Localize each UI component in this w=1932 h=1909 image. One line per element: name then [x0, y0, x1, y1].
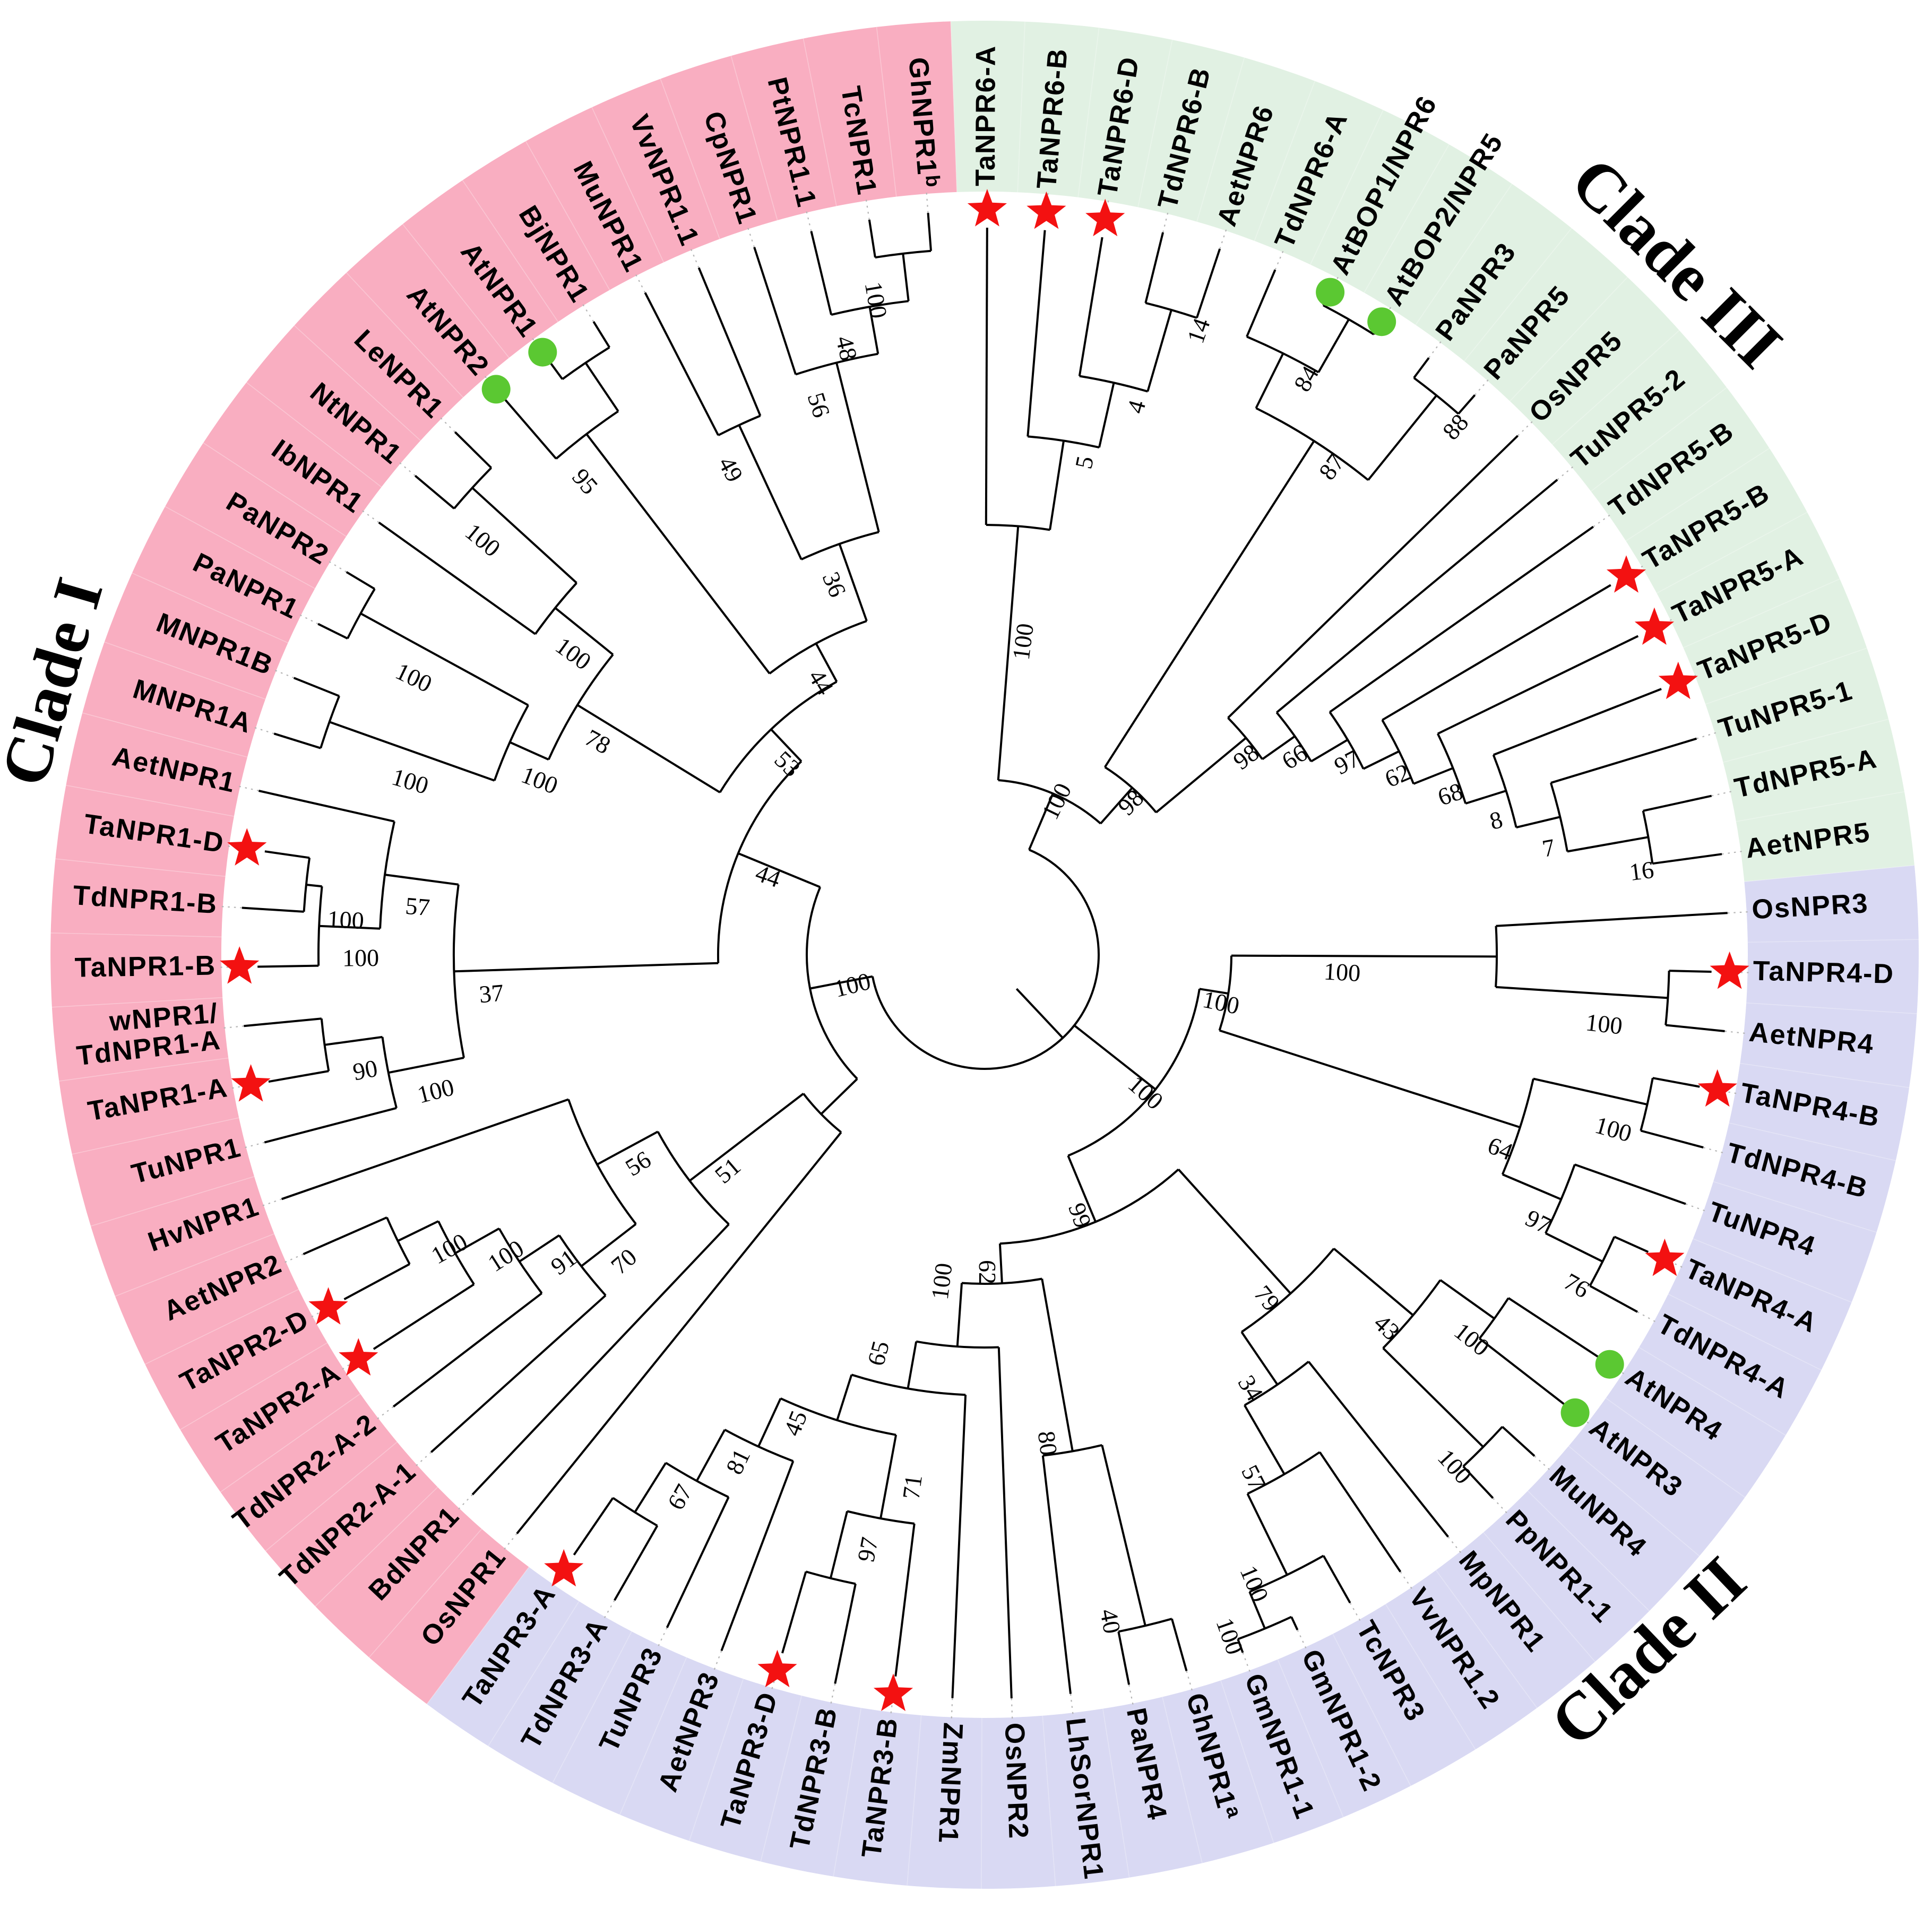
svg-text:TaNPR6-A: TaNPR6-A	[970, 45, 1002, 186]
svg-text:TaNPR4-D: TaNPR4-D	[1753, 956, 1895, 990]
svg-text:90: 90	[351, 1055, 380, 1086]
svg-text:97: 97	[852, 1535, 883, 1564]
svg-text:100: 100	[1584, 1008, 1624, 1040]
svg-text:TaNPR1-B: TaNPR1-B	[74, 950, 216, 983]
svg-text:ZmNPR1: ZmNPR1	[933, 1722, 969, 1844]
svg-text:16: 16	[1628, 856, 1655, 886]
svg-text:100: 100	[1007, 621, 1039, 661]
svg-text:62: 62	[974, 1260, 1001, 1284]
svg-text:OsNPR3: OsNPR3	[1751, 888, 1869, 925]
svg-text:71: 71	[898, 1473, 928, 1501]
svg-text:OsNPR2: OsNPR2	[999, 1722, 1034, 1840]
svg-text:37: 37	[478, 979, 505, 1008]
svg-text:100: 100	[327, 905, 365, 934]
svg-text:40: 40	[1095, 1607, 1126, 1636]
svg-text:80: 80	[1033, 1429, 1063, 1457]
svg-text:100: 100	[1323, 957, 1361, 987]
svg-text:100: 100	[926, 1262, 958, 1301]
svg-text:57: 57	[404, 892, 431, 921]
svg-text:100: 100	[342, 944, 379, 972]
